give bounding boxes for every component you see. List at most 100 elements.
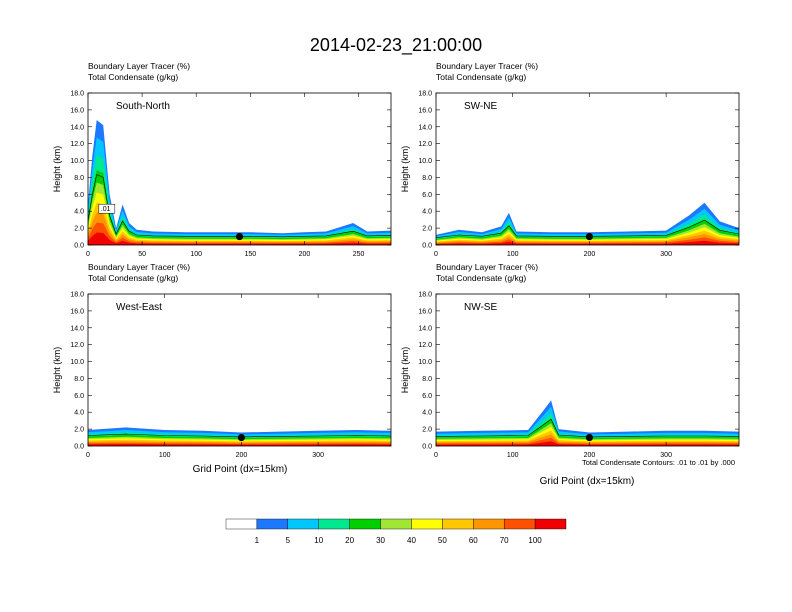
panel-header-condensate: Total Condensate (g/kg) bbox=[88, 72, 178, 82]
y-tick-label: 16.0 bbox=[70, 308, 84, 315]
colorbar-swatch bbox=[256, 518, 289, 530]
x-tick-label: 200 bbox=[236, 452, 248, 459]
location-marker bbox=[237, 433, 246, 442]
contour-label-box bbox=[98, 203, 116, 214]
y-tick-label: 16.0 bbox=[418, 308, 432, 315]
x-tick-label: 300 bbox=[660, 452, 672, 459]
y-tick-label: 2.0 bbox=[422, 427, 432, 434]
x-tick-label: 0 bbox=[86, 452, 90, 459]
x-tick-label: 100 bbox=[159, 452, 171, 459]
x-tick-label: 200 bbox=[584, 452, 596, 459]
tracer-layer-100 bbox=[88, 232, 391, 245]
colorbar-swatch bbox=[287, 518, 319, 530]
y-axis-label: Height (km) bbox=[400, 146, 410, 193]
panel-south-north: Boundary Layer Tracer (%)Total Condensat… bbox=[52, 61, 392, 258]
colorbar-label: 40 bbox=[407, 536, 416, 545]
condensate-contour bbox=[88, 174, 391, 238]
y-tick-label: 0.0 bbox=[422, 243, 432, 250]
y-tick-label: 14.0 bbox=[418, 325, 432, 332]
x-tick-label: 200 bbox=[584, 251, 596, 258]
y-tick-label: 18.0 bbox=[418, 292, 432, 299]
panel-header-tracer: Boundary Layer Tracer (%) bbox=[436, 61, 538, 71]
panel-title: West-East bbox=[116, 302, 162, 313]
panel-header-condensate: Total Condensate (g/kg) bbox=[88, 273, 178, 283]
colorbar-swatch bbox=[225, 518, 258, 530]
y-tick-label: 18.0 bbox=[70, 91, 84, 98]
y-tick-label: 16.0 bbox=[70, 107, 84, 114]
y-tick-label: 10.0 bbox=[70, 359, 84, 366]
x-tick-label: 100 bbox=[507, 452, 519, 459]
colorbar-label: 30 bbox=[376, 536, 385, 545]
colorbar: 1 5 10 20 30 40 50 60 70 100 bbox=[225, 518, 567, 545]
y-tick-label: 10.0 bbox=[70, 158, 84, 165]
colorbar-swatch bbox=[411, 518, 443, 530]
y-tick-label: 12.0 bbox=[418, 141, 432, 148]
tracer-layer-1 bbox=[88, 120, 391, 245]
x-tick-label: 0 bbox=[434, 452, 438, 459]
y-tick-label: 8.0 bbox=[422, 175, 432, 182]
y-axis-label: Height (km) bbox=[52, 146, 62, 193]
y-tick-label: 0.0 bbox=[74, 243, 84, 250]
tracer-layer-60 bbox=[436, 434, 739, 446]
panel-title: South-North bbox=[116, 101, 170, 112]
x-tick-label: 150 bbox=[244, 251, 256, 258]
condensate-contour bbox=[436, 418, 739, 438]
y-tick-label: 18.0 bbox=[418, 91, 432, 98]
y-tick-label: 4.0 bbox=[74, 410, 84, 417]
y-tick-label: 6.0 bbox=[422, 393, 432, 400]
panel-title: SW-NE bbox=[464, 101, 497, 112]
colorbar-label: 60 bbox=[469, 536, 478, 545]
tracer-layer-100 bbox=[88, 444, 391, 446]
y-tick-label: 6.0 bbox=[74, 192, 84, 199]
location-marker bbox=[585, 433, 594, 442]
y-tick-label: 14.0 bbox=[70, 325, 84, 332]
plot-area bbox=[88, 427, 391, 446]
colorbar-label: 5 bbox=[286, 536, 291, 545]
panel-sw-ne: Boundary Layer Tracer (%)Total Condensat… bbox=[400, 61, 740, 258]
y-tick-label: 12.0 bbox=[418, 342, 432, 349]
colorbar-swatch bbox=[318, 518, 350, 530]
panel-frame bbox=[87, 293, 392, 447]
y-tick-label: 4.0 bbox=[422, 410, 432, 417]
y-tick-label: 16.0 bbox=[418, 107, 432, 114]
y-tick-label: 0.0 bbox=[422, 444, 432, 451]
tracer-layer-70 bbox=[436, 437, 739, 446]
panel-west-east: Boundary Layer Tracer (%)Total Condensat… bbox=[52, 262, 392, 459]
colorbar-swatch bbox=[442, 518, 474, 530]
colorbar-swatch bbox=[503, 518, 536, 530]
contour-label: .01 bbox=[101, 206, 111, 213]
panel-frame bbox=[87, 92, 392, 246]
x-tick-label: 100 bbox=[507, 251, 519, 258]
y-tick-label: 2.0 bbox=[74, 226, 84, 233]
y-axis-label: Height (km) bbox=[52, 347, 62, 394]
x-tick-label: 250 bbox=[353, 251, 365, 258]
plot-area bbox=[436, 400, 739, 446]
colorbar-label: 70 bbox=[500, 536, 509, 545]
y-tick-label: 10.0 bbox=[418, 359, 432, 366]
x-tick-label: 0 bbox=[434, 251, 438, 258]
x-tick-label: 200 bbox=[299, 251, 311, 258]
x-tick-label: 50 bbox=[138, 251, 146, 258]
y-tick-label: 8.0 bbox=[74, 376, 84, 383]
y-tick-label: 6.0 bbox=[74, 393, 84, 400]
y-tick-label: 4.0 bbox=[74, 209, 84, 216]
location-marker bbox=[585, 232, 594, 241]
colorbar-label: 10 bbox=[314, 536, 323, 545]
y-tick-label: 14.0 bbox=[418, 124, 432, 131]
y-tick-label: 12.0 bbox=[70, 141, 84, 148]
x-tick-label: 300 bbox=[660, 251, 672, 258]
condensate-contour bbox=[436, 219, 739, 238]
colorbar-label: 100 bbox=[528, 536, 542, 545]
colorbar-label: 20 bbox=[345, 536, 354, 545]
plot-area bbox=[436, 202, 739, 245]
colorbar-label: 1 bbox=[255, 536, 260, 545]
y-tick-label: 14.0 bbox=[70, 124, 84, 131]
x-tick-label: 300 bbox=[312, 452, 324, 459]
y-tick-label: 0.0 bbox=[74, 444, 84, 451]
x-axis-label-right: Grid Point (dx=15km) bbox=[540, 476, 635, 487]
tracer-layer-100 bbox=[436, 441, 739, 446]
y-tick-label: 10.0 bbox=[418, 158, 432, 165]
x-axis-label-left: Grid Point (dx=15km) bbox=[193, 464, 288, 475]
colorbar-swatch bbox=[349, 518, 381, 530]
contour-note: Total Condensate Contours: .01 to .01 by… bbox=[582, 458, 735, 467]
